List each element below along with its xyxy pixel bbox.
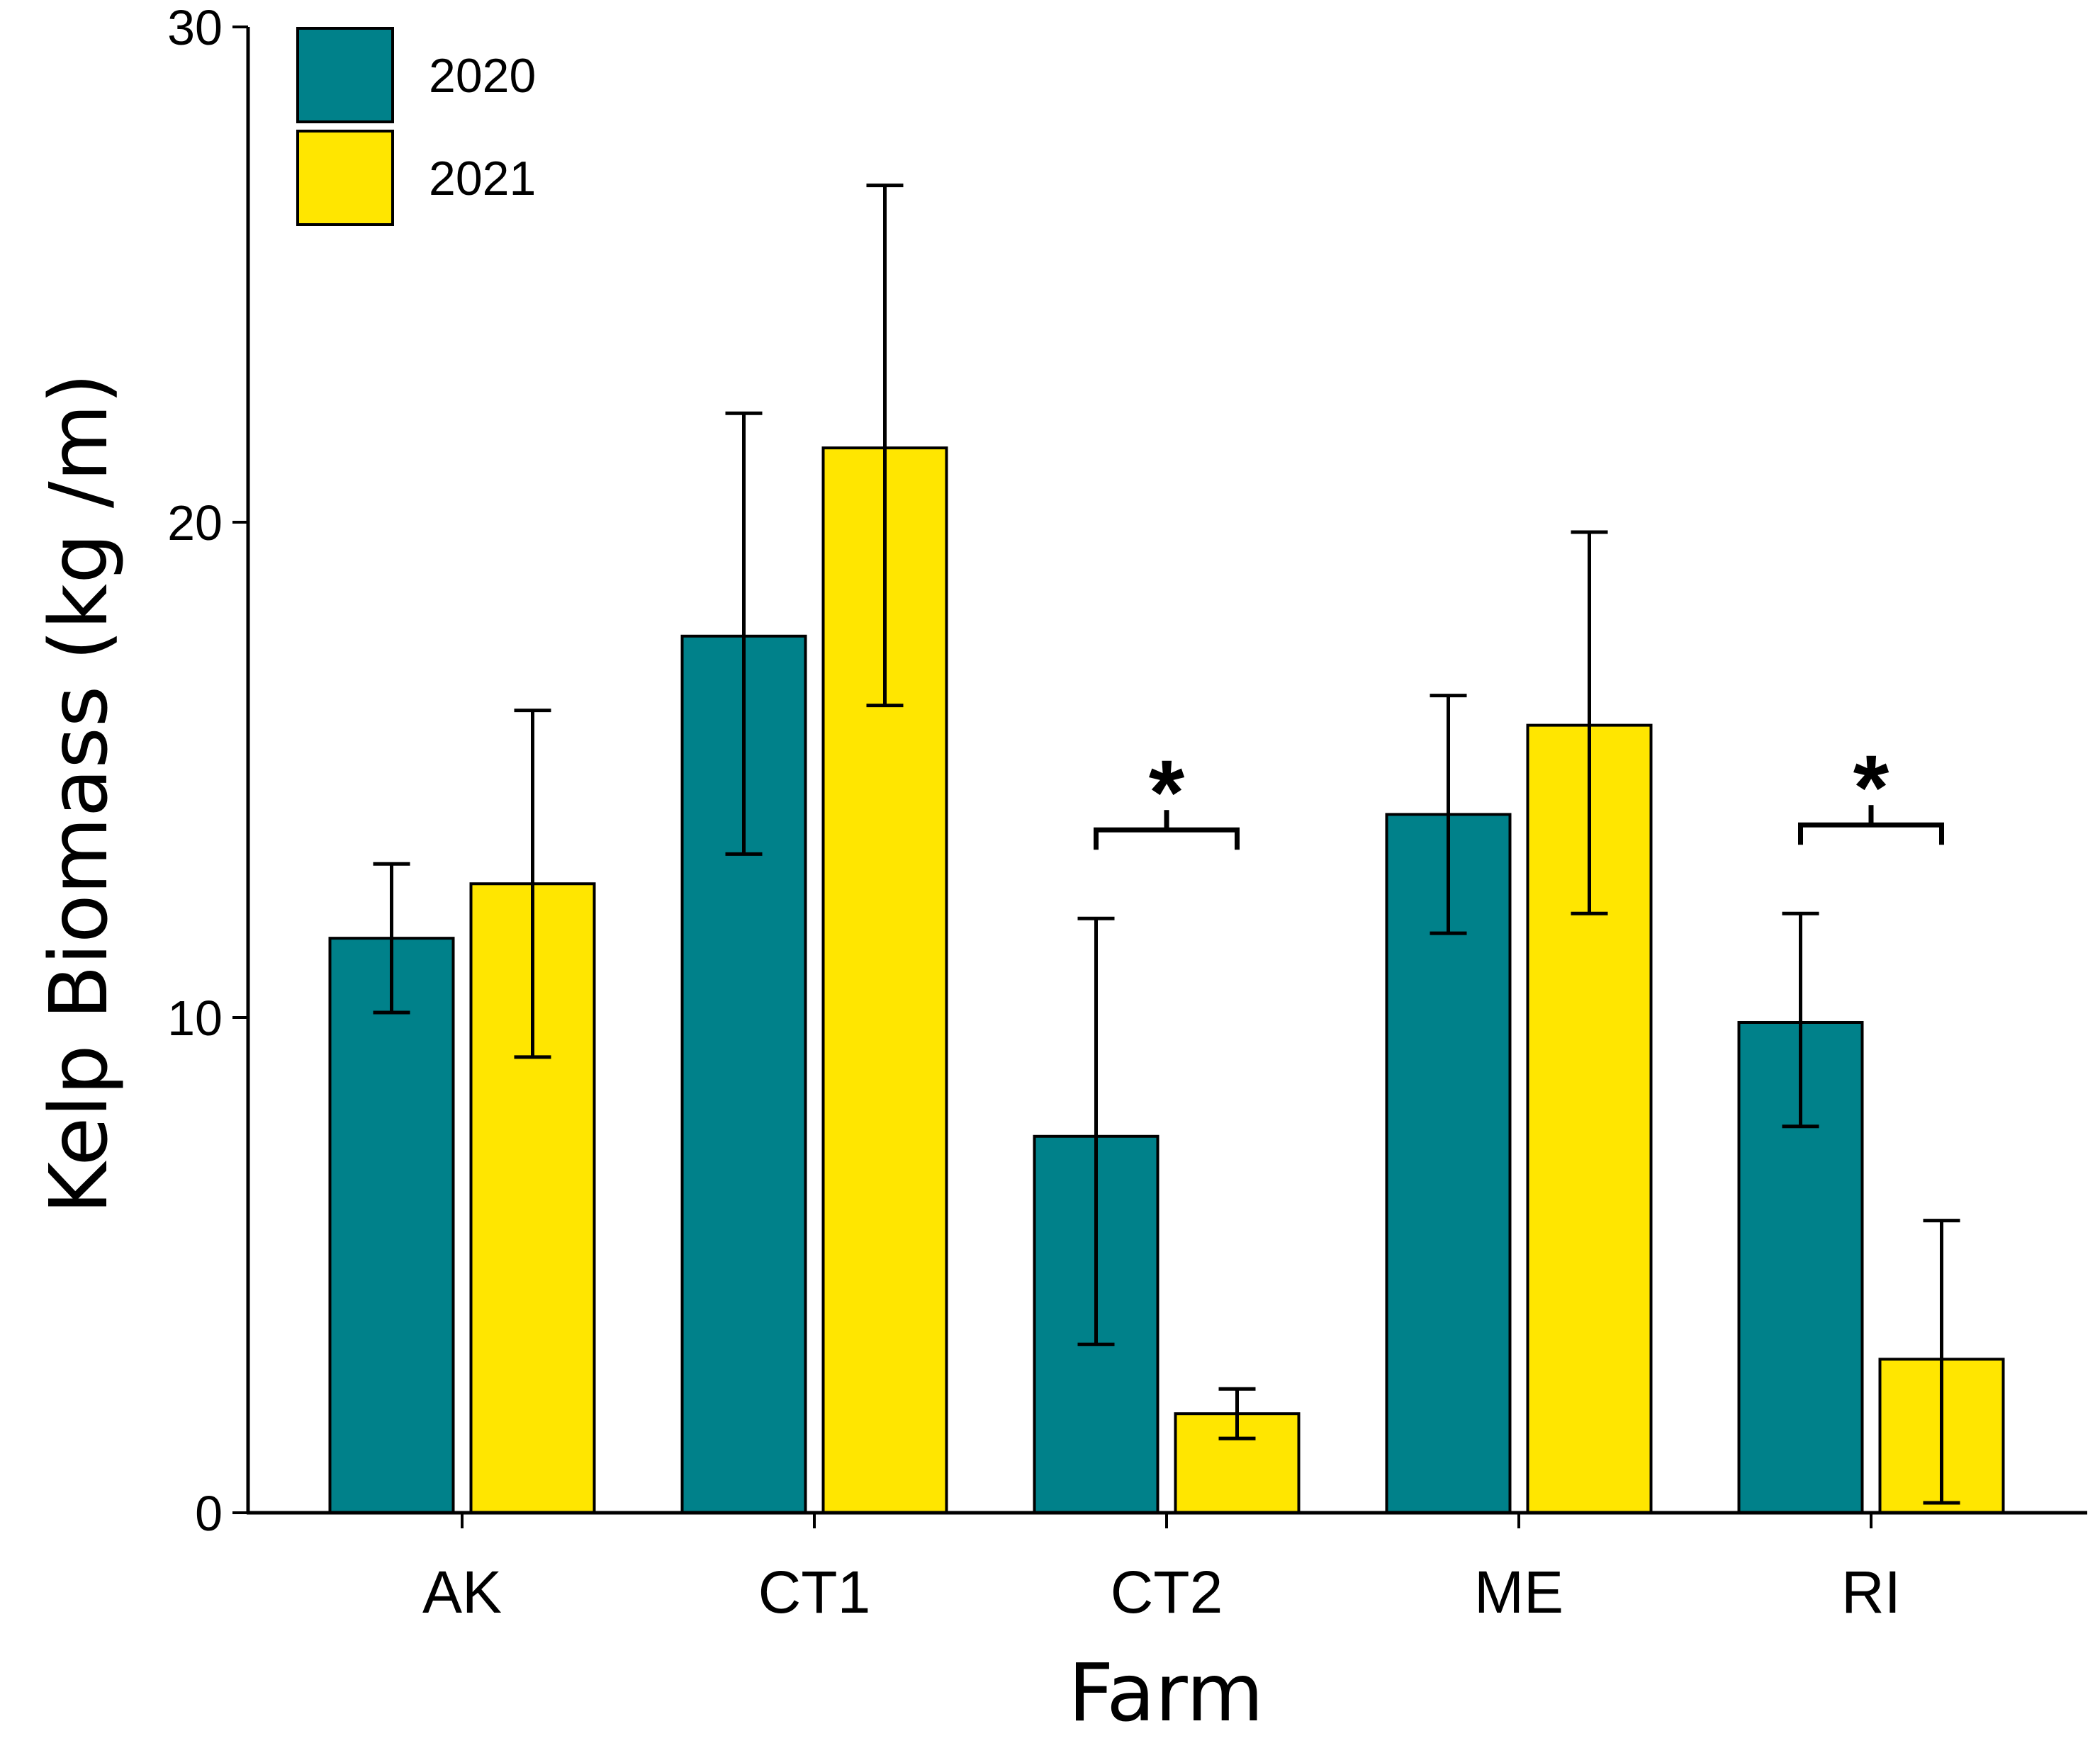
x-axis-title: Farm bbox=[1068, 1647, 1264, 1739]
legend-swatch-2020 bbox=[296, 27, 394, 123]
x-tick-label-CT2: CT2 bbox=[1111, 1559, 1223, 1625]
significance-star: * bbox=[1149, 740, 1185, 844]
y-tick-label-10: 10 bbox=[167, 991, 223, 1046]
x-tick-label-RI: RI bbox=[1841, 1559, 1901, 1625]
x-tick-label-AK: AK bbox=[422, 1559, 502, 1625]
x-tick-label-CT1: CT1 bbox=[758, 1559, 871, 1625]
significance-bracket-RI: * bbox=[1798, 735, 1944, 845]
y-axis-title: Kelp Biomass (kg /m) bbox=[33, 373, 125, 1214]
legend-swatch-2021 bbox=[296, 130, 394, 226]
legend-item-2020: 2020 bbox=[296, 27, 536, 123]
y-tick-label-30: 30 bbox=[167, 0, 223, 55]
y-tick-label-0: 0 bbox=[195, 1486, 223, 1541]
significance-star: * bbox=[1853, 735, 1890, 839]
y-tick-label-20: 20 bbox=[167, 495, 223, 551]
legend-label-2021: 2021 bbox=[429, 152, 536, 205]
significance-bracket-CT2: * bbox=[1094, 740, 1240, 850]
x-tick-label-ME: ME bbox=[1474, 1559, 1563, 1625]
bar-2020-AK bbox=[328, 937, 455, 1515]
legend-item-2021: 2021 bbox=[296, 130, 536, 226]
legend-label-2020: 2020 bbox=[429, 49, 536, 103]
